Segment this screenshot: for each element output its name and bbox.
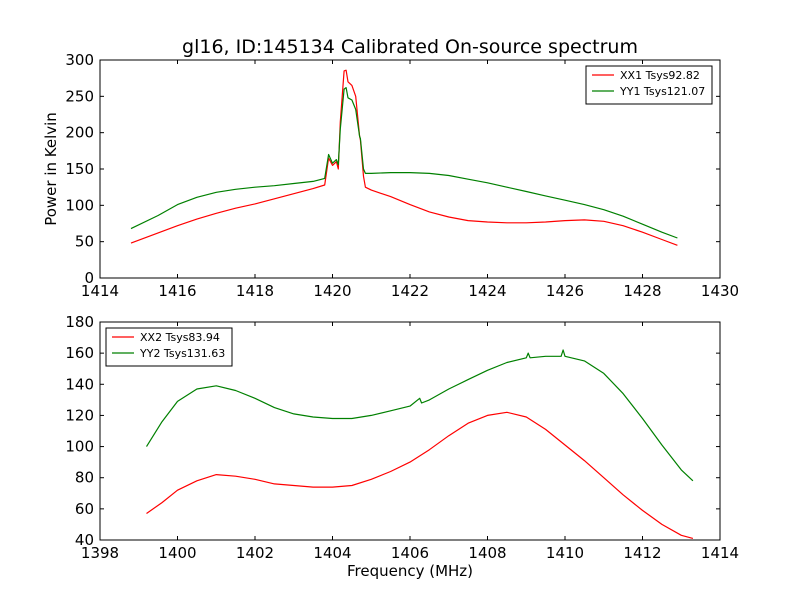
x-tick-label: 1404 — [313, 544, 351, 562]
x-tick-label: 1428 — [623, 282, 661, 300]
figure-title: gl16, ID:145134 Calibrated On-source spe… — [182, 36, 638, 58]
y-tick-label: 40 — [75, 531, 94, 549]
series-line-1-2 — [130, 86, 678, 239]
x-tick-label: 1430 — [701, 282, 739, 300]
y-tick-label: 180 — [65, 313, 94, 331]
legend-box — [105, 327, 233, 367]
x-tick-label: 1414 — [701, 544, 739, 562]
y-tick-label: 50 — [75, 233, 94, 251]
x-tick-label: 1424 — [468, 282, 506, 300]
x-tick-label: 1398 — [81, 544, 119, 562]
x-axis-label: Frequency (MHz) — [347, 562, 473, 580]
legend: XX1 Tsys92.82 YY1 Tsys121.07 — [585, 65, 713, 105]
y-tick-label: 300 — [65, 51, 94, 69]
top-plot: 1414 1416 1418 1420 1422 1424 1426 1428 1430 0 50 1… — [42, 51, 739, 300]
y-tick-label: 60 — [75, 500, 94, 518]
x-tick-label: 1410 — [546, 544, 584, 562]
x-tick-label: 1418 — [236, 282, 274, 300]
y-tick-label: 150 — [65, 160, 94, 178]
series-line-2-1 — [146, 411, 694, 539]
legend-box — [585, 65, 713, 105]
legend-entry: YY2 Tsys131.63 — [139, 347, 225, 360]
x-tick-label: 1408 — [468, 544, 506, 562]
legend-entry: YY1 Tsys121.07 — [619, 85, 705, 98]
legend-entry: XX1 Tsys92.82 — [620, 69, 700, 82]
legend-entry: XX2 Tsys83.94 — [140, 331, 220, 344]
y-tick-label: 250 — [65, 87, 94, 105]
legend: XX2 Tsys83.94 YY2 Tsys131.63 — [105, 327, 233, 367]
y-tick-label: 80 — [75, 469, 94, 487]
y-tick-label: 140 — [65, 375, 94, 393]
y-tick-label: 100 — [65, 438, 94, 456]
x-tick-label: 1414 — [81, 282, 119, 300]
x-tick-label: 1412 — [623, 544, 661, 562]
series-line-1-1 — [130, 69, 678, 246]
x-tick-label: 1416 — [158, 282, 196, 300]
y-axis-label: Power in Kelvin — [42, 112, 60, 226]
y-tick-label: 120 — [65, 406, 94, 424]
bottom-plot: 1398 1400 1402 1404 1406 1408 1410 1412 1414 40 60… — [65, 313, 739, 580]
y-tick-label: 200 — [65, 124, 94, 142]
x-tick-label: 1406 — [391, 544, 429, 562]
x-tick-label: 1422 — [391, 282, 429, 300]
x-tick-label: 1400 — [158, 544, 196, 562]
y-tick-label: 160 — [65, 344, 94, 362]
series-line-2-2 — [145, 349, 694, 482]
x-tick-label: 1420 — [313, 282, 351, 300]
x-tick-label: 1426 — [546, 282, 584, 300]
y-tick-label: 100 — [65, 196, 94, 214]
x-tick-label: 1402 — [236, 544, 274, 562]
y-tick-label: 0 — [84, 269, 94, 287]
